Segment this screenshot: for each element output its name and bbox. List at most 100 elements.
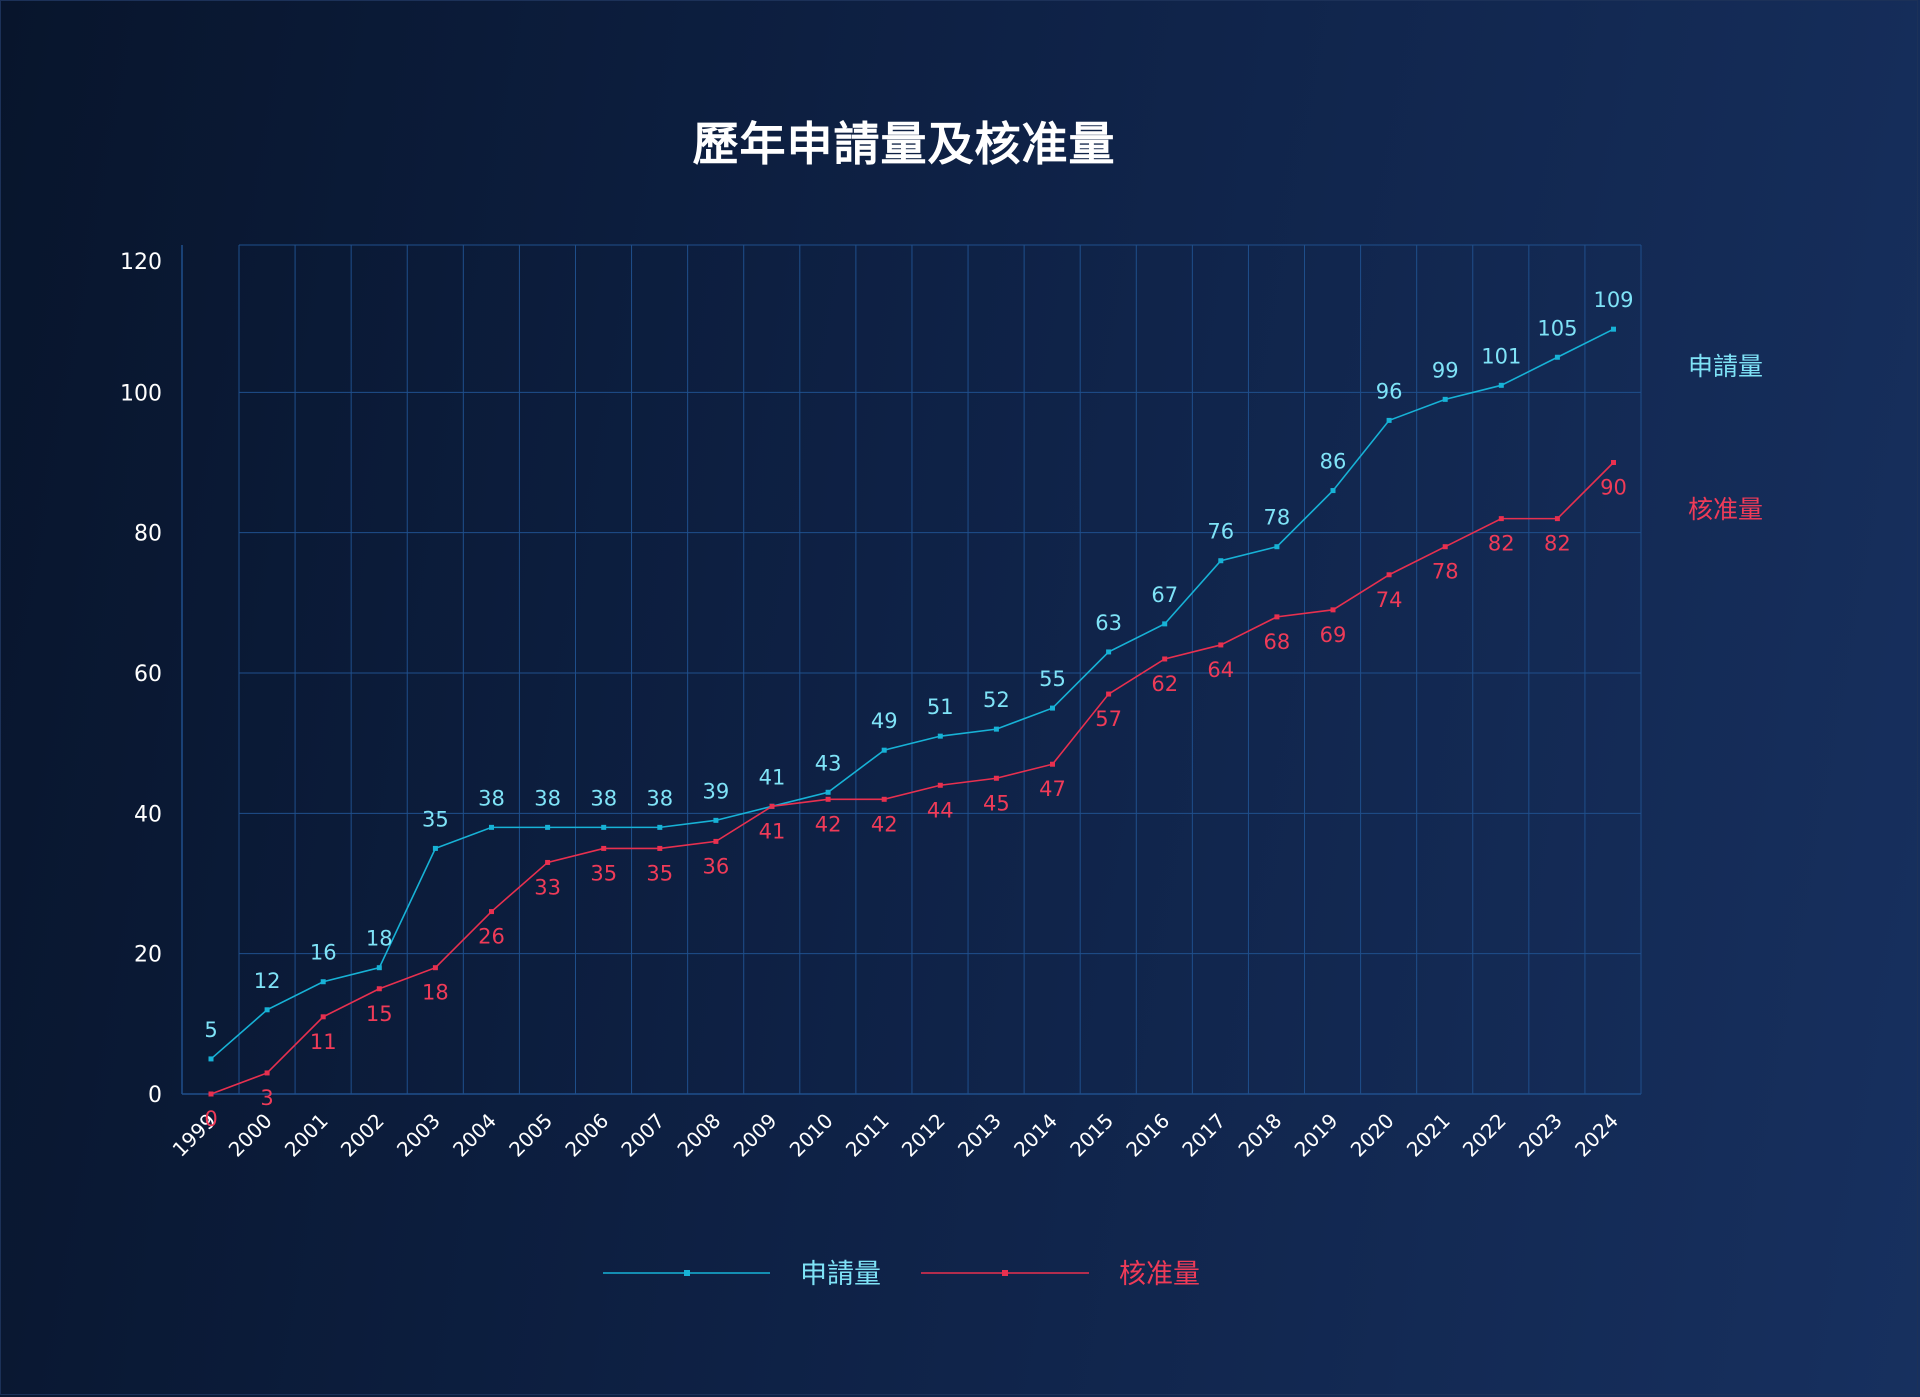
data-point: [432, 845, 438, 851]
data-label: 86: [1320, 450, 1347, 474]
x-tick-label: 2003: [392, 1109, 445, 1162]
data-point: [881, 796, 887, 802]
data-label: 47: [1039, 777, 1066, 801]
data-point: [1218, 558, 1224, 564]
data-point: [264, 1070, 270, 1076]
data-label: 68: [1264, 630, 1291, 654]
chart-title: 歷年申請量及核准量: [692, 117, 1116, 171]
data-label: 38: [646, 786, 673, 810]
data-point: [1554, 516, 1560, 522]
y-tick-label: 80: [134, 522, 162, 547]
data-point: [657, 845, 663, 851]
data-point: [489, 909, 494, 915]
data-point: [601, 845, 607, 851]
data-label: 63: [1095, 611, 1122, 635]
x-tick-label: 2002: [336, 1109, 389, 1162]
data-label: 82: [1488, 532, 1515, 556]
data-point: [545, 824, 551, 830]
data-label: 35: [590, 861, 617, 885]
x-tick-label: 2008: [672, 1109, 725, 1162]
y-tick-label: 60: [134, 662, 162, 687]
data-label: 42: [871, 812, 898, 836]
data-point: [1330, 488, 1336, 494]
data-label: 3: [260, 1086, 273, 1110]
data-label: 11: [310, 1030, 337, 1054]
data-label: 96: [1376, 379, 1403, 403]
x-tick-label: 2011: [841, 1109, 894, 1162]
y-tick-label: 40: [134, 802, 162, 827]
legend-label: 核准量: [1119, 1259, 1200, 1290]
data-label: 35: [646, 861, 673, 885]
x-tick-label: 2021: [1402, 1109, 1455, 1162]
data-label: 62: [1151, 672, 1178, 696]
data-label: 33: [534, 875, 561, 899]
data-label: 38: [534, 786, 561, 810]
series-end-label: 核准量: [1688, 495, 1763, 524]
data-label: 36: [703, 854, 730, 878]
data-label: 105: [1537, 316, 1577, 340]
legend: 申請量 核准量: [603, 1259, 1200, 1290]
data-point: [713, 838, 719, 844]
data-point: [208, 1091, 214, 1097]
data-point: [1050, 761, 1055, 767]
data-point: [1386, 572, 1392, 578]
y-tick-label: 0: [148, 1083, 162, 1108]
data-point: [1218, 642, 1224, 648]
legend-marker: [684, 1270, 690, 1276]
data-label: 109: [1593, 288, 1633, 312]
x-tick-label: 2019: [1290, 1109, 1343, 1162]
data-label: 69: [1320, 623, 1347, 647]
data-point: [1386, 417, 1392, 423]
data-label: 78: [1264, 506, 1291, 530]
data-point: [1274, 544, 1280, 550]
data-point: [993, 775, 999, 781]
data-label: 82: [1544, 532, 1571, 556]
data-point: [208, 1056, 214, 1062]
data-point: [825, 789, 831, 795]
data-point: [769, 803, 775, 809]
data-point: [1050, 705, 1055, 711]
data-label: 15: [366, 1002, 393, 1026]
data-point: [1611, 326, 1616, 332]
series-layer: 5 12 16 18 35 38 38 38 38 39 41 43 49 51 52 55 63 67 76 78 8…: [204, 288, 1633, 1131]
data-label: 0: [204, 1107, 217, 1131]
data-point: [1162, 656, 1168, 662]
y-tick-label: 100: [120, 381, 162, 406]
series-line-applications: [210, 328, 1614, 1060]
x-tick-label: 2000: [224, 1109, 277, 1162]
x-tick-label: 2004: [448, 1109, 501, 1162]
data-point: [937, 733, 943, 739]
x-tick-label: 2013: [953, 1109, 1006, 1162]
data-point: [1162, 621, 1168, 627]
data-label: 64: [1207, 658, 1234, 682]
data-point: [1442, 396, 1448, 402]
x-tick-label: 2006: [560, 1109, 613, 1162]
data-point: [1330, 607, 1336, 613]
data-label: 51: [927, 695, 954, 719]
data-label: 35: [422, 807, 449, 831]
data-point: [1274, 614, 1280, 620]
x-tick-label: 2016: [1121, 1109, 1174, 1162]
data-label: 78: [1432, 560, 1459, 584]
data-point: [376, 986, 382, 992]
data-label: 39: [703, 779, 730, 803]
data-point: [1554, 354, 1560, 360]
data-point: [1498, 516, 1504, 522]
data-label: 45: [983, 791, 1010, 815]
y-tick-label: 20: [134, 943, 162, 968]
y-axis: 0 20 40 60 80 100 120: [120, 250, 162, 1108]
x-tick-label: 2009: [729, 1109, 782, 1162]
x-tick-label: 2018: [1233, 1109, 1286, 1162]
data-point: [320, 979, 326, 985]
data-label: 41: [759, 819, 786, 843]
series-end-label: 申請量: [1688, 352, 1763, 381]
x-tick-label: 2012: [897, 1109, 950, 1162]
data-label: 90: [1600, 476, 1627, 500]
data-label: 16: [310, 941, 337, 965]
data-point: [601, 824, 607, 830]
y-tick-label: 120: [120, 250, 162, 275]
x-tick-label: 2007: [616, 1109, 669, 1162]
data-point: [937, 782, 943, 788]
